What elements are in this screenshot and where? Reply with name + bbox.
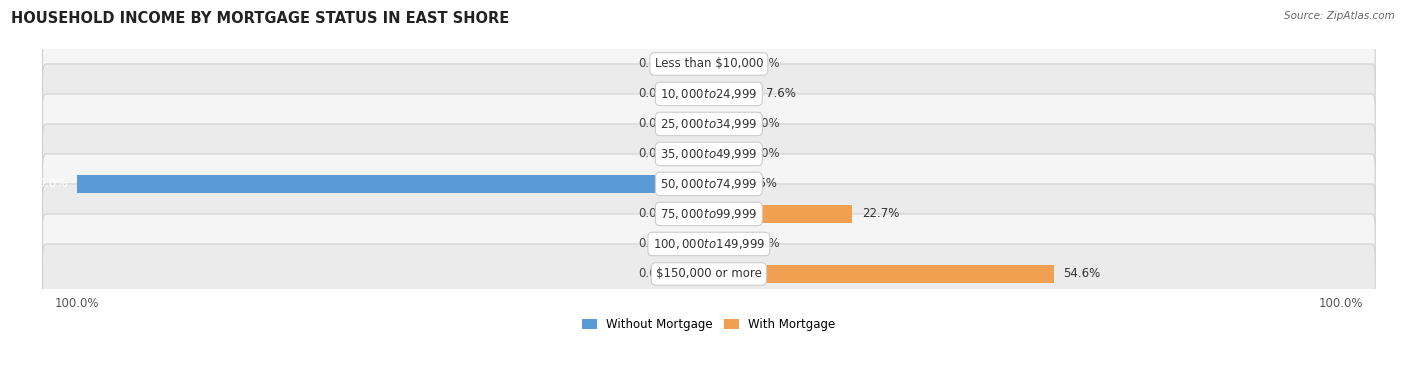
Text: 0.0%: 0.0% [638, 57, 668, 70]
Text: 0.0%: 0.0% [638, 238, 668, 250]
Text: 0.0%: 0.0% [638, 87, 668, 100]
FancyBboxPatch shape [42, 64, 1375, 124]
Text: 0.0%: 0.0% [749, 57, 779, 70]
Text: 0.0%: 0.0% [638, 147, 668, 161]
Bar [678, 55, 709, 73]
Text: Less than $10,000: Less than $10,000 [655, 57, 763, 70]
Text: 54.6%: 54.6% [1063, 267, 1101, 280]
Bar [678, 145, 709, 163]
Bar [678, 205, 709, 223]
Text: $75,000 to $99,999: $75,000 to $99,999 [661, 207, 758, 221]
Bar [678, 234, 709, 253]
Bar [709, 234, 741, 253]
Text: 22.7%: 22.7% [862, 207, 898, 221]
FancyBboxPatch shape [42, 94, 1375, 154]
FancyBboxPatch shape [42, 124, 1375, 184]
Bar [709, 84, 756, 103]
Text: $35,000 to $49,999: $35,000 to $49,999 [661, 147, 758, 161]
Text: 0.0%: 0.0% [638, 118, 668, 130]
Text: 0.0%: 0.0% [749, 238, 779, 250]
Text: $25,000 to $34,999: $25,000 to $34,999 [661, 117, 758, 131]
Bar [709, 115, 741, 133]
FancyBboxPatch shape [42, 184, 1375, 244]
Text: $50,000 to $74,999: $50,000 to $74,999 [661, 177, 758, 191]
Bar [678, 265, 709, 283]
Text: 100.0%: 100.0% [24, 178, 67, 190]
FancyBboxPatch shape [42, 214, 1375, 274]
Bar [678, 84, 709, 103]
Text: 7.6%: 7.6% [766, 87, 796, 100]
Bar [77, 175, 709, 193]
FancyBboxPatch shape [42, 244, 1375, 304]
Bar [709, 265, 1053, 283]
Text: $150,000 or more: $150,000 or more [657, 267, 762, 280]
Bar [709, 145, 741, 163]
Legend: Without Mortgage, With Mortgage: Without Mortgage, With Mortgage [578, 313, 839, 336]
Text: Source: ZipAtlas.com: Source: ZipAtlas.com [1284, 11, 1395, 21]
Bar [678, 115, 709, 133]
Text: $100,000 to $149,999: $100,000 to $149,999 [652, 237, 765, 251]
Text: 0.0%: 0.0% [749, 147, 779, 161]
FancyBboxPatch shape [42, 34, 1375, 94]
Bar [709, 55, 741, 73]
FancyBboxPatch shape [42, 154, 1375, 214]
Bar [709, 175, 738, 193]
Text: 0.0%: 0.0% [749, 118, 779, 130]
Text: 0.0%: 0.0% [638, 207, 668, 221]
Text: $10,000 to $24,999: $10,000 to $24,999 [661, 87, 758, 101]
Text: 4.6%: 4.6% [748, 178, 778, 190]
Text: 0.0%: 0.0% [638, 267, 668, 280]
Text: HOUSEHOLD INCOME BY MORTGAGE STATUS IN EAST SHORE: HOUSEHOLD INCOME BY MORTGAGE STATUS IN E… [11, 11, 509, 26]
Bar [709, 205, 852, 223]
